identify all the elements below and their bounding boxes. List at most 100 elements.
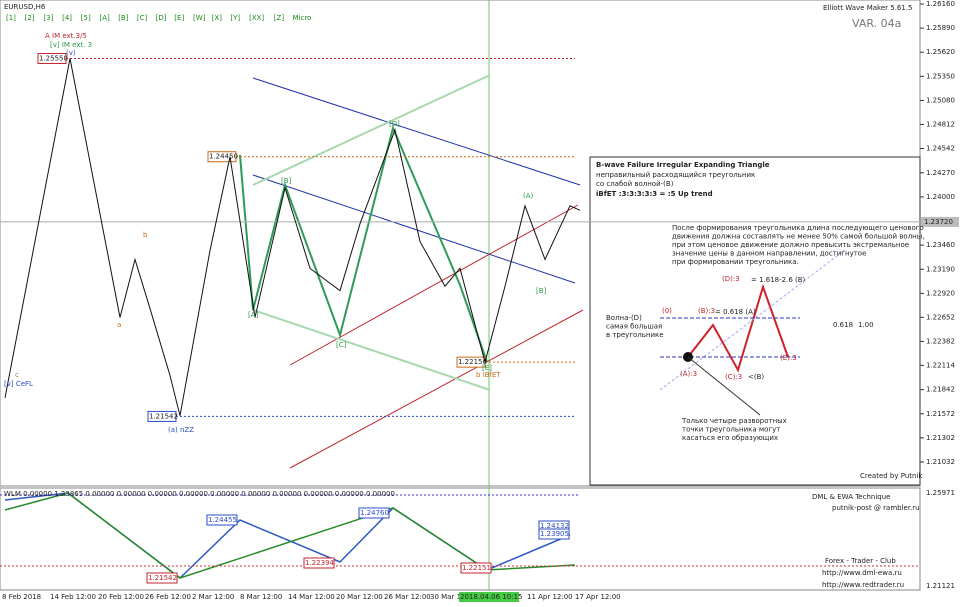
price-label: 1.25350 — [926, 72, 955, 80]
credit: putnik-post @ rambler.ru — [832, 504, 920, 512]
date-label: 14 Mar 12:00 — [288, 593, 335, 601]
credit: http://www.dml-ewa.ru — [822, 569, 902, 577]
info-text: После формирования треугольника длина по… — [672, 224, 924, 232]
price-label: 1.22114 — [926, 361, 955, 369]
current-price-box — [921, 216, 959, 227]
price-label: 1.25620 — [926, 48, 955, 56]
wave-label: [C] — [336, 341, 347, 349]
wave-label: [E] — [482, 364, 492, 372]
wave-label: (a) nZZ — [168, 426, 194, 434]
panel-axis: 1.25971 — [926, 489, 955, 497]
toolbar-button: [E] — [174, 14, 184, 22]
info-text: Волна-(D) — [606, 314, 642, 322]
price-label: 1.21842 — [926, 386, 955, 394]
price-label: 1.24000 — [926, 193, 955, 201]
price-label: 1.21572 — [926, 410, 955, 418]
info-text: (E):3 — [780, 354, 797, 362]
toolbar-button: [B] — [118, 14, 129, 22]
panel-axis: 1.21121 — [926, 582, 955, 590]
info-text: B-wave Failure Irregular Expanding Trian… — [596, 161, 770, 169]
price-label: 1.23190 — [926, 265, 955, 273]
toolbar-button: [XX] — [249, 14, 264, 22]
info-text: 0.618 — [833, 321, 853, 329]
panel-tag: 1.22151 — [462, 564, 491, 572]
date-label: 2 Mar 12:00 — [192, 593, 234, 601]
date-label: 26 Feb 12:00 — [145, 593, 191, 601]
toolbar-button: [1] — [6, 14, 16, 22]
tag-box — [538, 528, 570, 540]
tag-box — [460, 562, 492, 574]
channels — [239, 74, 584, 469]
toolbar-button: [4] — [62, 14, 72, 22]
panel-tag: 1.24760 — [360, 509, 389, 517]
info-text: касаться его образующих — [682, 434, 778, 442]
price-tag-label: 1.21542 — [149, 412, 178, 420]
info-text: 1.00 — [858, 321, 874, 329]
price-label: 1.26160 — [926, 0, 955, 8]
price-label: 1.23460 — [926, 241, 955, 249]
date-label: 20 Feb 12:00 — [98, 593, 144, 601]
wave-label: [v] CeFL — [4, 380, 33, 388]
price-label: 1.24812 — [926, 120, 955, 128]
price-label: 1.22652 — [926, 313, 955, 321]
toolbar-button: [D] — [156, 14, 167, 22]
price-label: 1.22382 — [926, 337, 955, 345]
toolbar-button: [Y] — [230, 14, 240, 22]
price-label: 1.21032 — [926, 458, 955, 466]
info-text: (A):3 — [680, 370, 697, 378]
symbol: EURUSD,H6 — [4, 3, 46, 11]
credit: DML & EWA Technique — [812, 493, 890, 501]
tag-box — [206, 514, 238, 526]
credit: http://www.redtrader.ru — [822, 581, 904, 589]
info-text: = 1.618-2.6 (B) — [751, 276, 806, 284]
tag-box — [358, 507, 390, 519]
price-tag — [147, 410, 177, 422]
price-label: 1.24270 — [926, 169, 955, 177]
lower-lines — [0, 492, 920, 579]
wave-label: A IM ext.3/5 — [45, 32, 87, 40]
wave-label: [A] — [248, 311, 259, 319]
date-label: 30 Mar 12:00 — [430, 593, 477, 601]
variant: VAR. 04a — [852, 17, 901, 30]
price-label: 1.22920 — [926, 289, 955, 297]
tag-box — [146, 572, 178, 584]
current-price: 1.23720 — [924, 218, 953, 226]
price-label: 1.25080 — [926, 96, 955, 104]
toolbar-button: [5] — [81, 14, 91, 22]
toolbar-button: [C] — [137, 14, 148, 22]
date-highlight — [459, 592, 519, 602]
wave-label: b — [143, 231, 148, 239]
panel-header: WLM 0.00000 1.23865 0.00000 0.00000 0.00… — [4, 490, 395, 498]
price-tag-label: 1.22150 — [458, 358, 487, 366]
wave-label: c — [15, 371, 19, 379]
info-text: = 0.618 (A) — [715, 308, 756, 316]
price-tag — [37, 52, 67, 64]
panel-tag: 1.21542 — [148, 574, 177, 582]
wave-label: [B] — [536, 287, 547, 295]
price-line — [4, 58, 581, 416]
info-text: при этом ценовое движение должно превыси… — [672, 241, 909, 249]
info-text: (0) — [662, 307, 672, 315]
info-text: (C):3 — [725, 373, 742, 381]
toolbar-button: [3] — [43, 14, 53, 22]
tag-box — [303, 557, 335, 569]
toolbar-button: [X] — [212, 14, 223, 22]
price-label: 1.21302 — [926, 434, 955, 442]
info-text: точки треугольника могут — [682, 426, 780, 434]
toolbar-button: [2] — [25, 14, 35, 22]
date-label: 11 Apr 12:00 — [527, 593, 573, 601]
info-text: (D):3 — [722, 275, 740, 283]
info-text: <(B) — [748, 373, 764, 381]
info-text: неправильный расходящийся треугольник — [596, 171, 755, 179]
wave-label: [v] IM ext. 3 — [50, 41, 92, 49]
date-label: 8 Mar 12:00 — [240, 593, 282, 601]
date-label: 20 Mar 12:00 — [336, 593, 383, 601]
wave-label: (v) — [66, 49, 76, 57]
lower-pane — [0, 487, 921, 591]
toolbar-button: [A] — [100, 14, 111, 22]
price-tag — [207, 151, 237, 163]
info-text: при формировании треугольника. — [672, 258, 799, 266]
info-text: (B):3 — [698, 307, 715, 315]
